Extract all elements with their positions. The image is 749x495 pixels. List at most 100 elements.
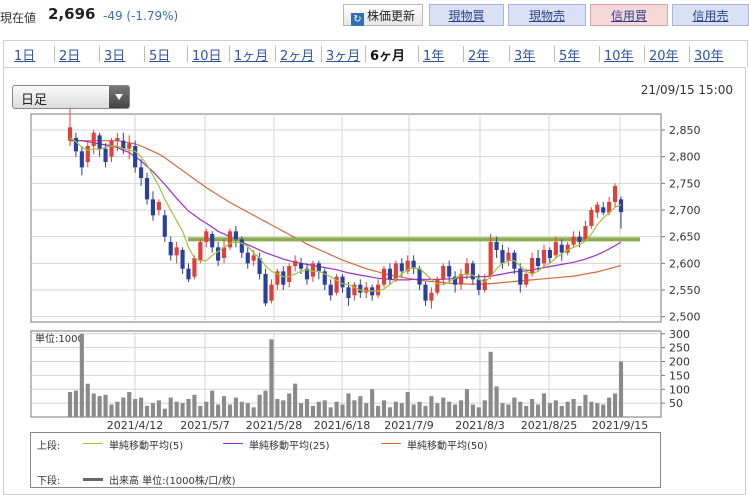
- candle-body: [310, 263, 315, 277]
- interval-select[interactable]: 日足: [12, 85, 130, 109]
- volume-bar: [121, 397, 126, 417]
- volume-bar: [547, 403, 552, 417]
- candle-body: [79, 151, 84, 168]
- volume-tick-label: 50: [669, 397, 683, 410]
- tab-period-12[interactable]: 5年: [559, 49, 581, 64]
- candle-body: [168, 242, 173, 256]
- x-tick-label: 2021/5/28: [246, 419, 302, 432]
- volume-bar: [73, 390, 78, 417]
- candle-body: [458, 274, 464, 285]
- volume-bar: [298, 403, 304, 417]
- candle-body: [257, 258, 262, 274]
- cash-buy-button[interactable]: 現物買: [429, 4, 504, 26]
- tab-period-0[interactable]: 1日: [14, 49, 36, 64]
- volume-bar: [263, 390, 268, 417]
- tab-period-3[interactable]: 5日: [149, 49, 171, 64]
- tab-period-14[interactable]: 20年: [649, 49, 679, 64]
- candle-body: [216, 247, 221, 261]
- volume-bar: [221, 396, 227, 417]
- period-tabs: 1日 2日 3日 5日 10日 1ヶ月 2ヶ月 3ヶ月 6ヶ月 1年 2年 3年 5年 10年 20年 30年: [3, 40, 748, 67]
- tab-period-5[interactable]: 1ヶ月: [234, 49, 269, 64]
- candle-body: [399, 263, 404, 272]
- price-tick-label: 2,750: [669, 177, 701, 190]
- candle-body: [156, 202, 161, 210]
- legend-ma50-label: 単純移動平均(50): [407, 441, 488, 452]
- candle-body: [227, 231, 233, 248]
- tab-separator: [463, 46, 464, 62]
- candle-body: [393, 263, 398, 280]
- tab-period-9[interactable]: 1年: [423, 49, 445, 64]
- volume-bar: [423, 405, 428, 417]
- candle-body: [577, 236, 582, 242]
- volume-bar: [198, 405, 203, 417]
- candle-body: [97, 135, 102, 149]
- volume-bar: [233, 397, 238, 417]
- candle-body: [530, 258, 535, 274]
- volume-bar: [340, 404, 345, 417]
- volume-bar: [67, 392, 73, 417]
- volume-bar: [204, 401, 209, 417]
- margin-sell-button[interactable]: 信用売: [672, 4, 749, 26]
- tab-period-8[interactable]: 6ヶ月: [370, 49, 406, 64]
- candle-body: [607, 202, 612, 213]
- candle-body: [352, 284, 357, 296]
- margin-buy-button[interactable]: 信用買: [590, 4, 668, 26]
- volume-bar: [530, 398, 535, 417]
- volume-bar: [458, 400, 464, 417]
- tab-period-6[interactable]: 2ヶ月: [280, 49, 315, 64]
- tab-separator: [689, 46, 690, 62]
- volume-bar: [559, 405, 564, 417]
- candle-body: [346, 287, 351, 298]
- price-tick-label: 2,850: [669, 124, 701, 137]
- tab-period-10[interactable]: 2年: [468, 49, 490, 64]
- candle-body: [281, 271, 286, 285]
- tab-period-2[interactable]: 3日: [104, 49, 126, 64]
- candle-body: [144, 178, 150, 200]
- volume-bar: [577, 405, 582, 417]
- candle-body: [91, 132, 96, 146]
- tab-separator: [644, 46, 645, 62]
- volume-bar: [482, 400, 487, 417]
- candle-body: [518, 268, 523, 285]
- volume-bar: [91, 393, 96, 417]
- candle-body: [67, 127, 73, 141]
- candle-body: [387, 268, 393, 280]
- volume-bar: [156, 400, 161, 417]
- volume-bar: [275, 398, 280, 417]
- volume-bar: [541, 393, 547, 417]
- tab-separator: [365, 46, 366, 62]
- volume-bar: [316, 401, 321, 417]
- candle-body: [613, 186, 618, 202]
- candle-body: [269, 284, 274, 301]
- candle-body: [571, 236, 576, 245]
- update-price-button[interactable]: ↻ 株価更新: [343, 4, 423, 26]
- candle-body: [535, 258, 541, 266]
- legend-upper-label: 上段:: [37, 441, 61, 452]
- volume-bar: [334, 401, 339, 417]
- legend-ma50-line: [381, 443, 401, 444]
- tab-period-7[interactable]: 3ヶ月: [326, 49, 361, 64]
- candle-body: [198, 242, 203, 261]
- candle-body: [316, 263, 321, 272]
- volume-bar: [269, 339, 274, 417]
- cash-sell-button[interactable]: 現物売: [508, 4, 586, 26]
- candle-body: [376, 284, 381, 296]
- candle-body: [447, 266, 452, 277]
- tab-period-4[interactable]: 10日: [192, 49, 222, 64]
- tab-period-13[interactable]: 10年: [604, 49, 634, 64]
- interval-select-value: 日足: [21, 93, 48, 108]
- volume-bar: [210, 390, 215, 417]
- tab-period-1[interactable]: 2日: [59, 49, 81, 64]
- candle-body: [109, 140, 114, 157]
- chevron-down-icon[interactable]: [109, 86, 129, 108]
- volume-bar: [411, 404, 416, 417]
- candle-body: [221, 247, 227, 258]
- volume-bar: [488, 351, 493, 417]
- legend-ma25-line: [223, 443, 243, 444]
- price-plot-frame: [30, 113, 662, 323]
- volume-tick-label: 250: [669, 342, 690, 355]
- tab-period-11[interactable]: 3年: [514, 49, 536, 64]
- tab-period-15[interactable]: 30年: [694, 49, 724, 64]
- volume-bar: [417, 401, 422, 417]
- volume-bar: [453, 404, 458, 417]
